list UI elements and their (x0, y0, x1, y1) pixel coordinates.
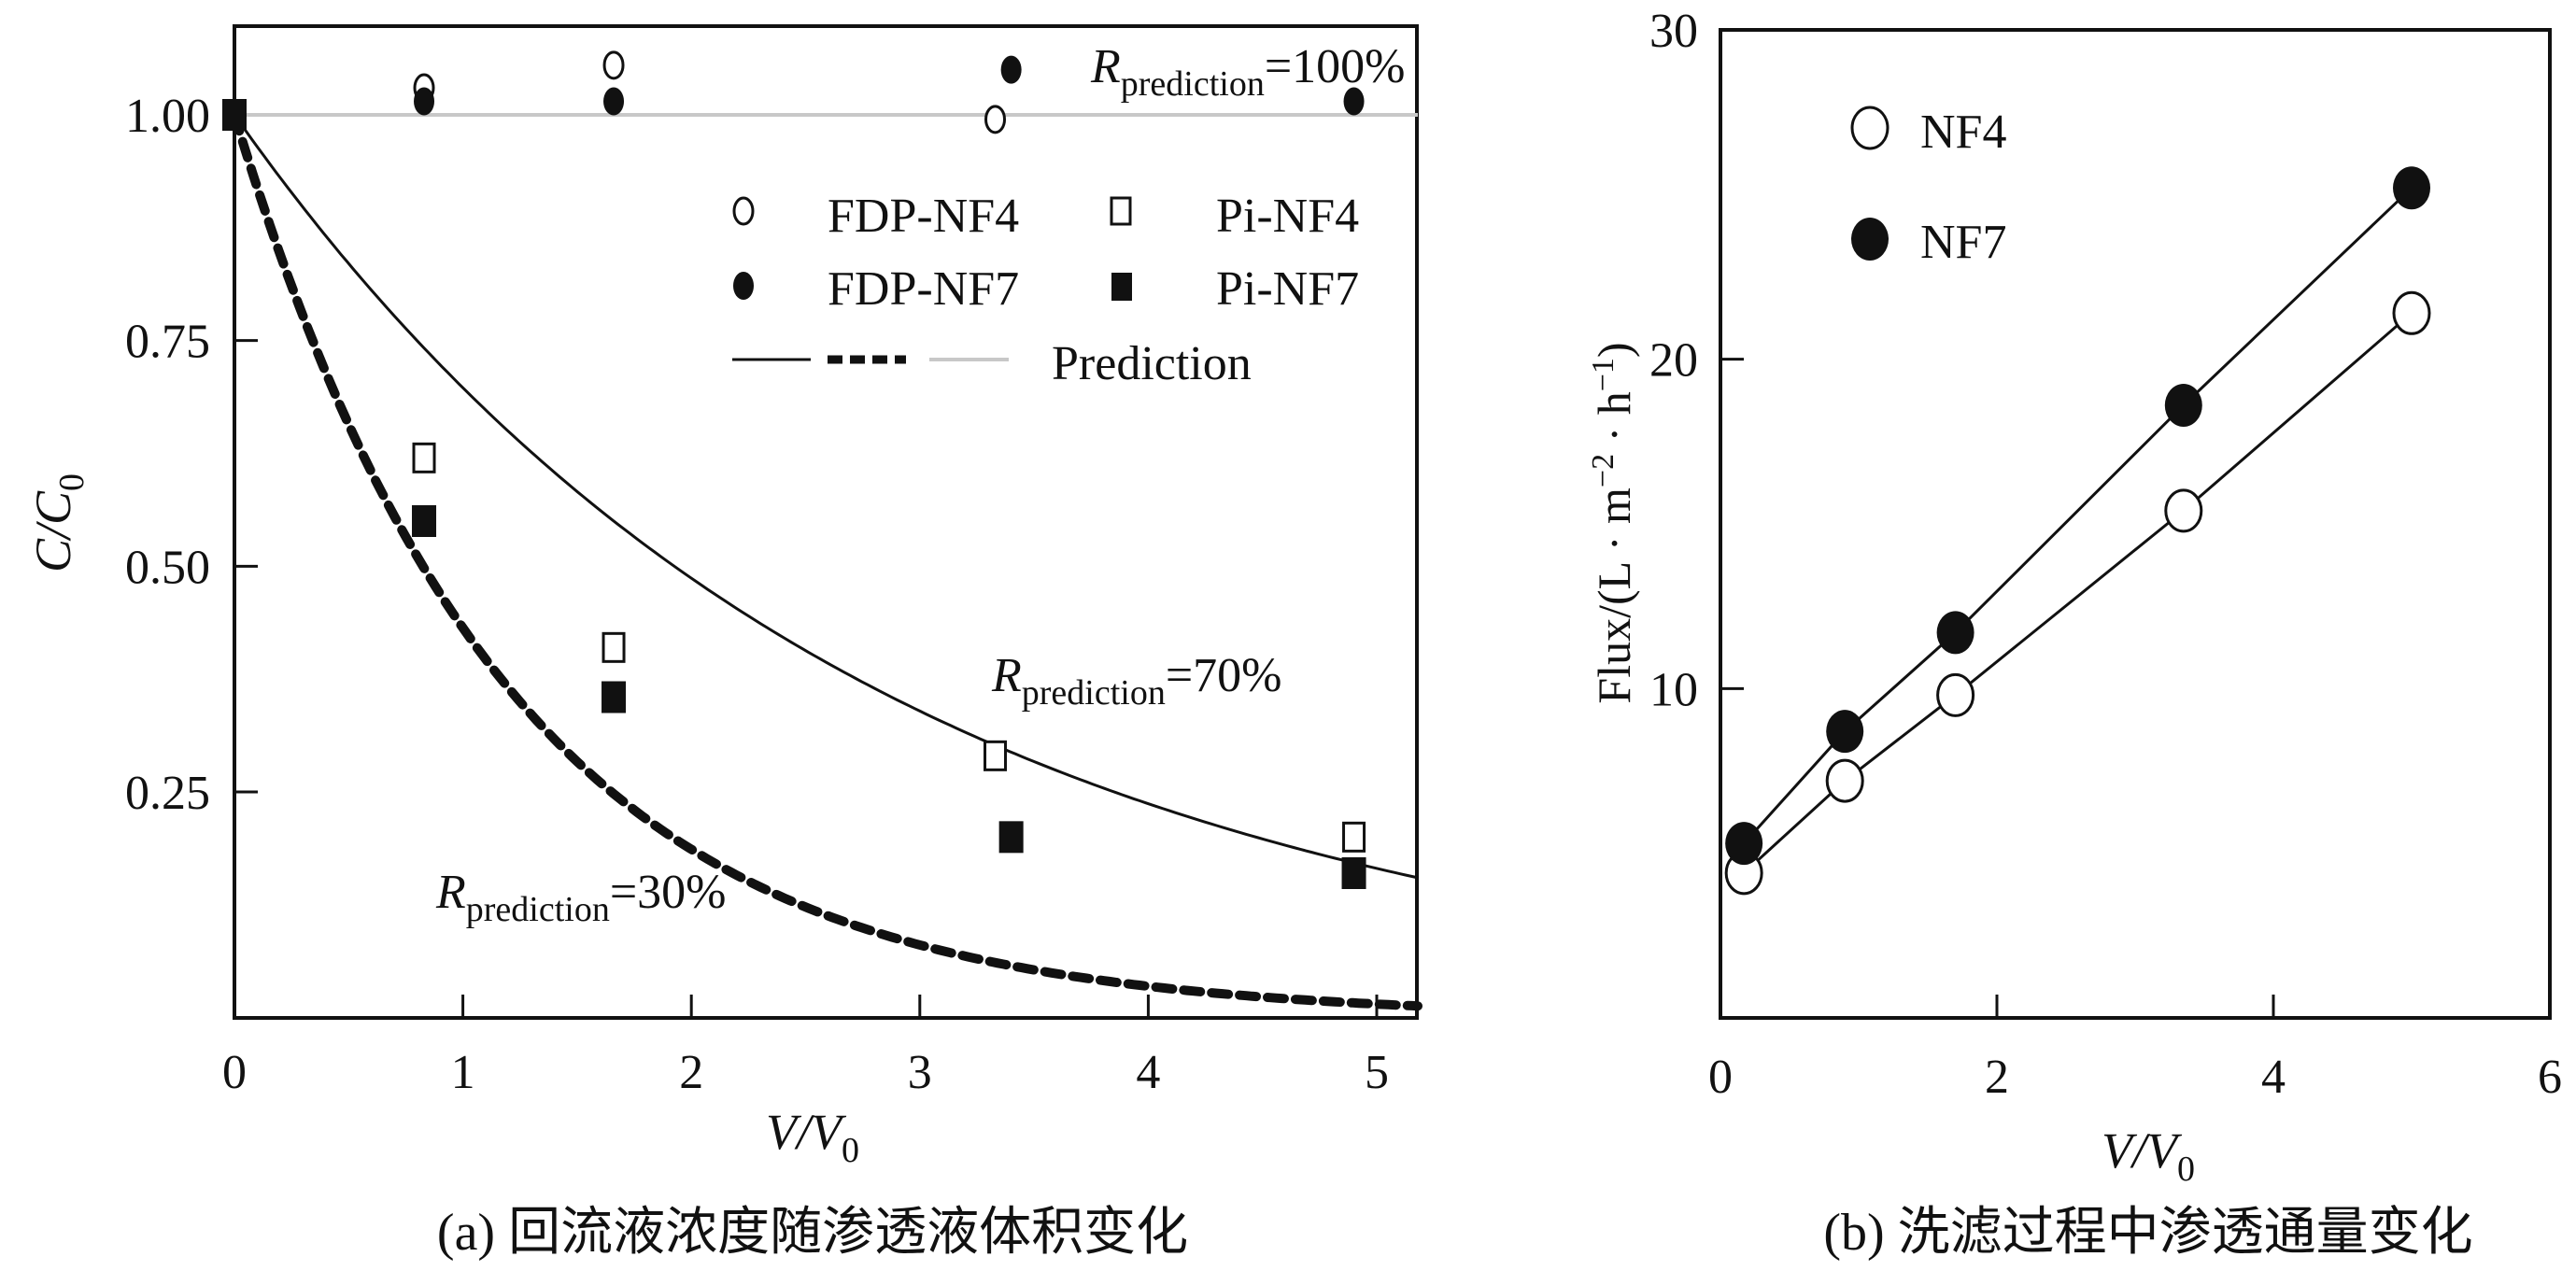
annotation-r30: Rprediction=30% (435, 866, 726, 929)
point-pi-nf4 (984, 740, 1008, 771)
ytick-label-a: 0.25 (125, 767, 210, 820)
point-pi-nf7 (602, 681, 627, 713)
legend-label-pi-nf7: Pi-NF7 (1216, 262, 1359, 316)
legend-b: NF4 NF7 (1850, 106, 2006, 269)
xtick-label-a: 5 (1365, 1046, 1389, 1099)
ylabel-b-text: Flux/(L · m−2 · h−1) (1586, 342, 1640, 703)
legend-label-prediction: Prediction (1052, 337, 1252, 390)
ytick-label-a: 1.00 (125, 90, 210, 143)
panel-b-points (1724, 166, 2431, 896)
legend-label-fdp-nf4: FDP-NF4 (828, 190, 1019, 243)
ytick-label-b: 30 (1649, 5, 1698, 58)
xtick-label-a: 2 (679, 1046, 703, 1099)
xtick-label-b: 6 (2538, 1051, 2562, 1104)
xtick-label-a: 0 (222, 1046, 247, 1099)
legend-marker-pi-nf4 (1110, 196, 1132, 226)
panel-a: 0 1 2 3 4 5 0.25 0.50 0.75 1.00 C/C0 V/V0 (a) 回流液… (25, 24, 1422, 1262)
plot-a-frame (233, 24, 1419, 1020)
xtick-label-a: 4 (1136, 1046, 1160, 1099)
legend-marker-nf7 (1851, 218, 1889, 261)
panel-b-ticks: 0 2 4 6 10 20 30 (1649, 5, 2562, 1104)
point-fdp-nf7 (603, 87, 625, 116)
annotation-r100: Rprediction=100% (1090, 40, 1405, 104)
point-pi-nf7 (1341, 857, 1366, 889)
legend-label-nf4: NF4 (1920, 106, 2006, 159)
legend-label-nf7: NF7 (1920, 216, 2006, 269)
xtick-label-b: 4 (2261, 1051, 2286, 1104)
legend-label-pi-nf4: Pi-NF4 (1216, 190, 1359, 243)
point-fdp-nf7 (414, 87, 435, 116)
point-fdp-nf7 (1000, 55, 1022, 84)
xtick-label-b: 2 (1985, 1051, 2009, 1104)
caption-a: (a) 回流液浓度随渗透液体积变化 (437, 1204, 1188, 1262)
point-nf4 (2392, 290, 2431, 335)
point-nf4 (2164, 488, 2203, 533)
legend-marker-nf4 (1850, 106, 1890, 150)
plot-b-frame (1719, 28, 2552, 1020)
point-nf7 (2164, 384, 2202, 428)
point-pi-nf4 (1342, 821, 1366, 853)
ytick-label-b: 10 (1649, 663, 1698, 716)
point-nf7 (1826, 710, 1864, 754)
prediction-line-R=70% (233, 114, 1419, 880)
legend-marker-fdp-nf7 (733, 272, 754, 300)
point-pi-nf4 (412, 442, 436, 473)
point-nf4 (1936, 672, 1975, 717)
xtick-label-a: 1 (451, 1046, 475, 1099)
ytick-label-a: 0.50 (125, 541, 210, 594)
panel-b: 0 2 4 6 10 20 30 Flux/(L · m−2 · h−1) V/V0 (b)… (1586, 5, 2562, 1262)
point-pi-nf7 (998, 821, 1024, 854)
point-nf7 (1936, 611, 1974, 655)
legend-label-fdp-nf7: FDP-NF7 (828, 262, 1019, 316)
point-pi-nf7 (222, 99, 247, 131)
xlabel-b: V/V0 (2102, 1123, 2195, 1189)
ylabel-a-text: C/C0 (25, 473, 92, 572)
panel-a-prediction-lines (230, 110, 1422, 1011)
point-fdp-nf4 (602, 50, 625, 80)
prediction-line-R=30% (230, 110, 1422, 1011)
legend-a: FDP-NF4 Pi-NF4 FDP-NF7 Pi-NF7 Prediction (732, 190, 1359, 390)
ylabel-a: C/C0 (25, 473, 92, 572)
point-fdp-nf7 (1343, 87, 1365, 116)
panel-a-ticks: 0 1 2 3 4 5 0.25 0.50 0.75 1.00 (125, 90, 1389, 1099)
legend-marker-pi-nf7 (1111, 273, 1132, 301)
point-pi-nf4 (602, 631, 626, 663)
point-nf7 (2393, 166, 2430, 210)
panel-a-points (222, 50, 1366, 889)
point-nf7 (1725, 822, 1763, 866)
xtick-label-b: 0 (1708, 1051, 1733, 1104)
point-pi-nf7 (412, 505, 437, 537)
point-nf4 (1825, 758, 1864, 803)
xtick-label-a: 3 (908, 1046, 932, 1099)
legend-marker-fdp-nf4 (732, 196, 755, 226)
ylabel-b: Flux/(L · m−2 · h−1) (1586, 342, 1640, 703)
caption-b: (b) 洗滤过程中渗透通量变化 (1823, 1204, 2472, 1262)
xlabel-a: V/V0 (766, 1104, 859, 1170)
ytick-label-b: 20 (1649, 334, 1698, 388)
point-fdp-nf4 (984, 105, 1007, 134)
ytick-label-a: 0.75 (125, 316, 210, 369)
annotation-r70: Rprediction=70% (991, 649, 1281, 713)
